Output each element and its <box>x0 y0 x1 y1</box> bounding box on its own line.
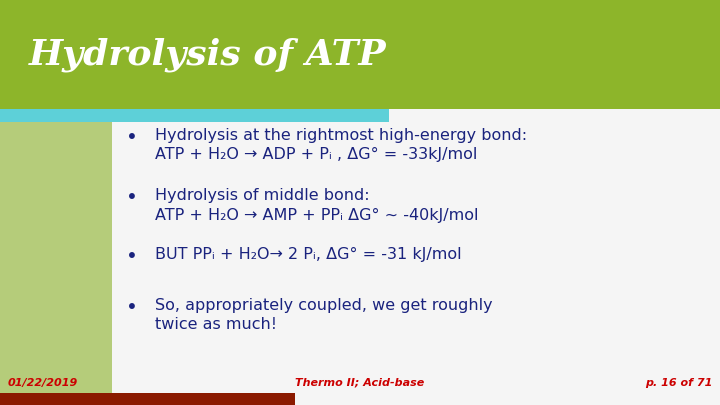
FancyBboxPatch shape <box>112 109 720 405</box>
FancyBboxPatch shape <box>0 0 720 109</box>
Text: Thermo II; Acid-base: Thermo II; Acid-base <box>295 378 425 388</box>
Text: •: • <box>126 247 138 266</box>
Text: •: • <box>126 188 138 207</box>
Text: Hydrolysis of middle bond:
ATP + H₂O → AMP + PPᵢ ΔG° ~ -40kJ/mol: Hydrolysis of middle bond: ATP + H₂O → A… <box>155 188 478 223</box>
Text: 01/22/2019: 01/22/2019 <box>7 378 78 388</box>
Text: So, appropriately coupled, we get roughly
twice as much!: So, appropriately coupled, we get roughl… <box>155 298 492 333</box>
Text: Hydrolysis at the rightmost high-energy bond:
ATP + H₂O → ADP + Pᵢ , ΔG° = -33kJ: Hydrolysis at the rightmost high-energy … <box>155 128 527 162</box>
FancyBboxPatch shape <box>0 109 389 122</box>
Text: •: • <box>126 128 138 147</box>
FancyBboxPatch shape <box>0 109 112 405</box>
Text: BUT PPᵢ + H₂O→ 2 Pᵢ, ΔG° = -31 kJ/mol: BUT PPᵢ + H₂O→ 2 Pᵢ, ΔG° = -31 kJ/mol <box>155 247 462 262</box>
FancyBboxPatch shape <box>0 393 295 405</box>
Text: p. 16 of 71: p. 16 of 71 <box>645 378 713 388</box>
Text: •: • <box>126 298 138 317</box>
Text: Hydrolysis of ATP: Hydrolysis of ATP <box>29 37 387 72</box>
